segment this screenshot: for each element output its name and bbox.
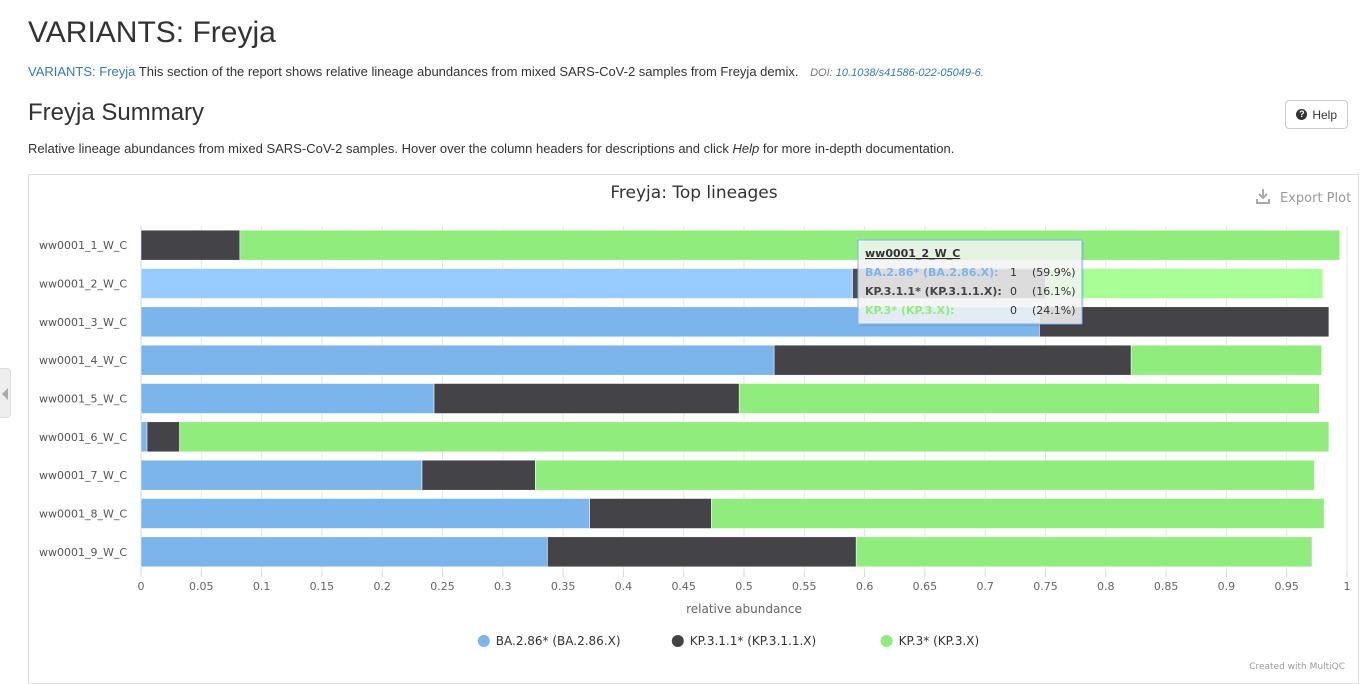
y-tick-label: ww0001_4_W_C <box>39 354 127 367</box>
section-anchor-link[interactable]: VARIANTS: Freyja <box>28 64 136 79</box>
doi-line: DOI: 10.1038/s41586-022-05049-6. <box>810 67 984 79</box>
bar-segment[interactable] <box>140 498 590 529</box>
summary-desc-after: for more in-depth documentation. <box>759 141 955 156</box>
bar-segment[interactable] <box>140 344 775 376</box>
legend-label: KP.3.1.1* (KP.3.1.1.X) <box>690 634 816 648</box>
x-tick-label: 0.1 <box>253 580 271 593</box>
bar-segment[interactable] <box>1130 344 1322 376</box>
x-tick-label: 0.75 <box>1033 580 1058 593</box>
legend-marker <box>880 635 893 647</box>
doi-link[interactable]: 10.1038/s41586-022-05049-6 <box>835 67 981 79</box>
bar-segment[interactable] <box>140 459 423 491</box>
bar-segment[interactable] <box>535 459 1315 491</box>
help-button-label: Help <box>1312 107 1337 122</box>
legend-label: BA.2.86* (BA.2.86.X) <box>496 634 621 648</box>
x-tick-label: 0.65 <box>913 580 938 593</box>
bar-segment[interactable] <box>773 344 1132 376</box>
export-plot-button[interactable]: Export Plot <box>1256 189 1351 206</box>
tooltip-title: ww0001_2_W_C <box>865 247 960 260</box>
question-circle-icon: ? <box>1296 109 1308 120</box>
chevron-left-icon <box>2 388 8 400</box>
summary-desc-help: Help <box>732 141 760 156</box>
bar-segment[interactable] <box>239 229 1341 261</box>
bar-segment[interactable] <box>421 459 536 491</box>
tooltip-box <box>857 239 1083 325</box>
bar-segment[interactable] <box>547 536 857 568</box>
export-plot-label: Export Plot <box>1280 191 1351 206</box>
x-tick-label: 0.3 <box>494 580 512 593</box>
tooltip-value: 1 <box>1010 266 1017 279</box>
y-tick-label: ww0001_5_W_C <box>39 393 127 406</box>
bar-segment[interactable] <box>1039 306 1330 338</box>
bar-segment[interactable] <box>140 421 148 453</box>
x-tick-label: 0.9 <box>1218 580 1236 593</box>
x-tick-label: 0.45 <box>671 580 696 593</box>
bar-segment[interactable] <box>140 383 435 414</box>
x-axis-label: relative abundance <box>686 602 802 616</box>
chart-title: Freyja: Top lineages <box>610 183 777 203</box>
section-description: VARIANTS: Freyja This section of the rep… <box>28 64 984 79</box>
x-tick-label: 0.5 <box>735 580 753 593</box>
bar-segment[interactable] <box>433 383 740 414</box>
legend-marker <box>477 635 490 647</box>
credit-text: Created with MultiQC <box>1249 662 1345 672</box>
legend-item[interactable]: KP.3* (KP.3.X) <box>880 634 980 648</box>
x-tick-label: 0.05 <box>189 580 214 593</box>
legend-item[interactable]: BA.2.86* (BA.2.86.X) <box>477 634 621 648</box>
x-tick-label: 0.35 <box>551 580 576 593</box>
summary-desc-before: Relative lineage abundances from mixed S… <box>28 141 733 156</box>
tooltip-value: 0 <box>1010 285 1017 298</box>
tooltip-percent: (24.1%) <box>1032 304 1076 317</box>
y-tick-label: ww0001_2_W_C <box>39 278 127 291</box>
bar-segment[interactable] <box>855 536 1313 568</box>
tooltip-series-label: KP.3.1.1* (KP.3.1.1.X): <box>865 285 1002 298</box>
help-button[interactable]: ? Help <box>1285 100 1348 129</box>
section-description-text: This section of the report shows relativ… <box>138 64 799 79</box>
tooltip-value: 0 <box>1010 304 1017 317</box>
bar-segment[interactable] <box>140 536 548 568</box>
bar-segment[interactable] <box>711 498 1325 529</box>
bar-segment[interactable] <box>1045 268 1324 299</box>
y-tick-label: ww0001_1_W_C <box>39 239 127 252</box>
plot-container: Freyja: Top lineages Export Plot 0 0.05 0.1 0… <box>28 174 1359 684</box>
doi-suffix: . <box>980 67 984 79</box>
bar-segment[interactable] <box>140 268 853 299</box>
section-heading: Freyja Summary <box>28 99 205 126</box>
sidebar-toggle-handle[interactable] <box>0 368 11 418</box>
legend-label: KP.3* (KP.3.X) <box>899 634 980 648</box>
tooltip-series-label: BA.2.86* (BA.2.86.X): <box>865 266 999 279</box>
x-tick-label: 0.85 <box>1154 580 1179 593</box>
page-title: VARIANTS: Freyja <box>28 16 276 49</box>
legend-marker <box>671 635 684 647</box>
doi-label: DOI: <box>810 67 833 79</box>
x-tick-label: 0.8 <box>1097 580 1115 593</box>
x-tick-label: 0.55 <box>792 580 817 593</box>
bar-segment[interactable] <box>179 421 1330 453</box>
y-tick-label: ww0001_3_W_C <box>39 316 127 329</box>
tooltip-percent: (16.1%) <box>1032 285 1076 298</box>
y-tick-label: ww0001_6_W_C <box>39 431 127 444</box>
bar-segment[interactable] <box>738 383 1320 414</box>
bar-chart: Freyja: Top lineages Export Plot 0 0.05 0.1 0… <box>39 183 1351 672</box>
tooltip-percent: (59.9%) <box>1032 266 1076 279</box>
y-tick-label: ww0001_7_W_C <box>39 469 127 482</box>
x-tick-label: 0.25 <box>430 580 455 593</box>
y-tick-label: ww0001_8_W_C <box>39 508 127 521</box>
tooltip-series-label: KP.3* (KP.3.X): <box>865 304 955 317</box>
x-tick-label: 0.6 <box>856 580 874 593</box>
bar-segment[interactable] <box>140 229 241 261</box>
x-tick-label: 0 <box>138 580 145 593</box>
summary-description: Relative lineage abundances from mixed S… <box>28 141 954 156</box>
bar-segment[interactable] <box>589 498 712 529</box>
x-tick-label: 1 <box>1344 580 1351 593</box>
download-icon <box>1256 189 1270 204</box>
bar-segment[interactable] <box>146 421 180 453</box>
x-tick-label: 0.15 <box>310 580 335 593</box>
x-tick-label: 0.95 <box>1274 580 1299 593</box>
x-tick-label: 0.7 <box>976 580 994 593</box>
x-tick-label: 0.2 <box>373 580 391 593</box>
y-tick-label: ww0001_9_W_C <box>39 546 127 559</box>
x-tick-label: 0.4 <box>615 580 633 593</box>
legend-item[interactable]: KP.3.1.1* (KP.3.1.1.X) <box>671 634 816 648</box>
